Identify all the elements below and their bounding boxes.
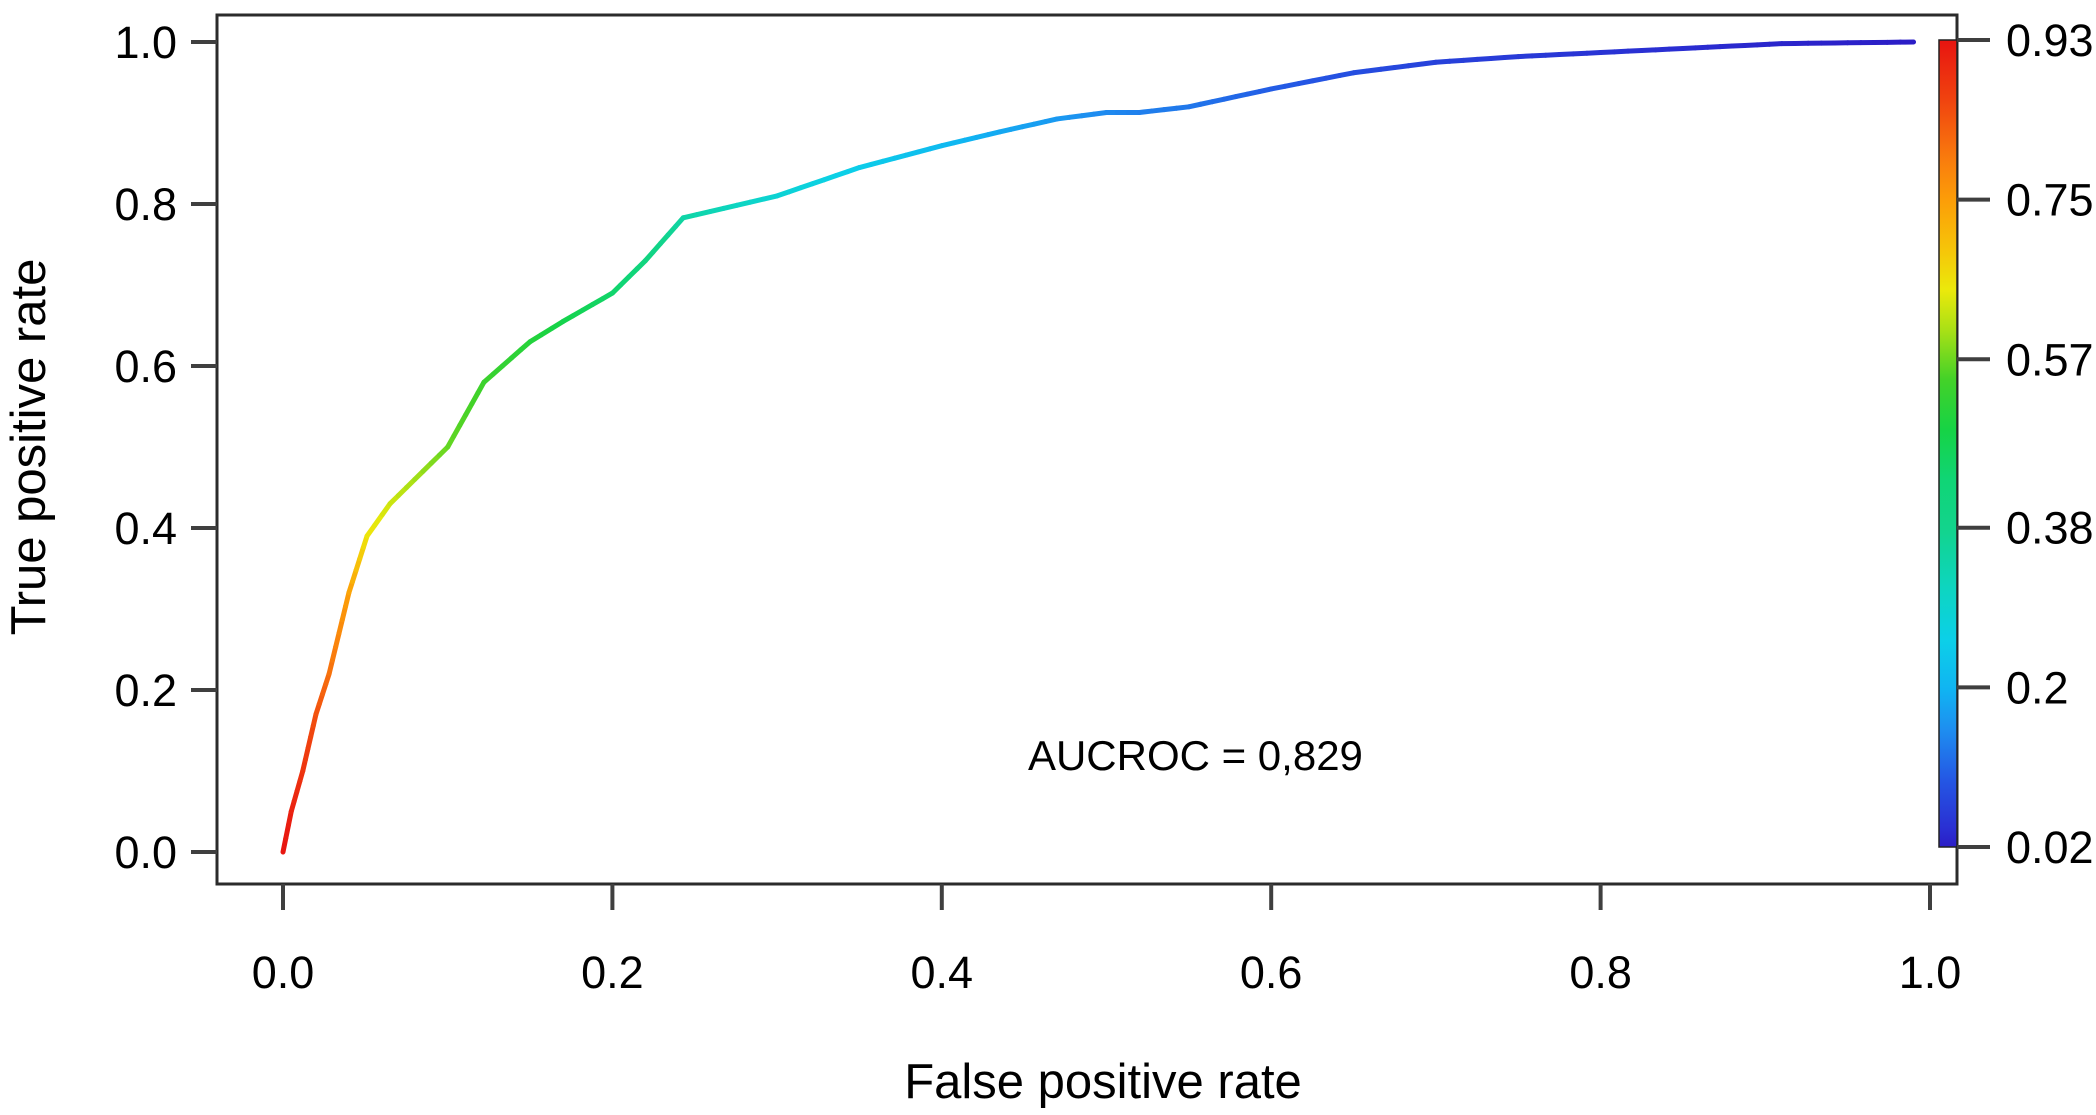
colorbar <box>1938 39 1958 848</box>
x-tick-label: 0.6 <box>1240 947 1303 998</box>
y-tick-label: 0.4 <box>114 503 177 554</box>
colorbar-tick-label: 0.38 <box>2006 503 2094 554</box>
x-tick-label: 0.4 <box>911 947 974 998</box>
colorbar-ticks: 0.93 0.75 0.57 0.38 0.2 0.02 <box>1957 15 2094 873</box>
colorbar-tick-label: 0.75 <box>2006 175 2094 226</box>
colorbar-tick-label: 0.93 <box>2006 15 2094 66</box>
x-axis-title: False positive rate <box>904 1055 1302 1109</box>
y-tick-label: 0.6 <box>114 341 177 392</box>
colorbar-tick-label: 0.57 <box>2006 334 2094 385</box>
x-tick-label: 0.8 <box>1569 947 1632 998</box>
x-tick-label: 0.0 <box>252 947 315 998</box>
x-axis-ticks: 0.0 0.2 0.4 0.6 0.8 1.0 <box>252 884 1962 998</box>
y-tick-label: 0.8 <box>114 179 177 230</box>
y-axis-title: True positive rate <box>2 259 56 636</box>
y-axis-ticks: 0.0 0.2 0.4 0.6 0.8 1.0 <box>114 17 217 878</box>
y-tick-label: 0.2 <box>114 665 177 716</box>
roc-curve <box>280 39 1917 855</box>
colorbar-tick-label: 0.2 <box>2006 662 2069 713</box>
auc-annotation: AUCROC = 0,829 <box>1028 732 1363 779</box>
y-tick-label: 0.0 <box>114 827 177 878</box>
y-tick-label: 1.0 <box>114 17 177 68</box>
colorbar-tick-label: 0.02 <box>2006 822 2094 873</box>
x-tick-label: 1.0 <box>1899 947 1962 998</box>
x-tick-label: 0.2 <box>581 947 644 998</box>
